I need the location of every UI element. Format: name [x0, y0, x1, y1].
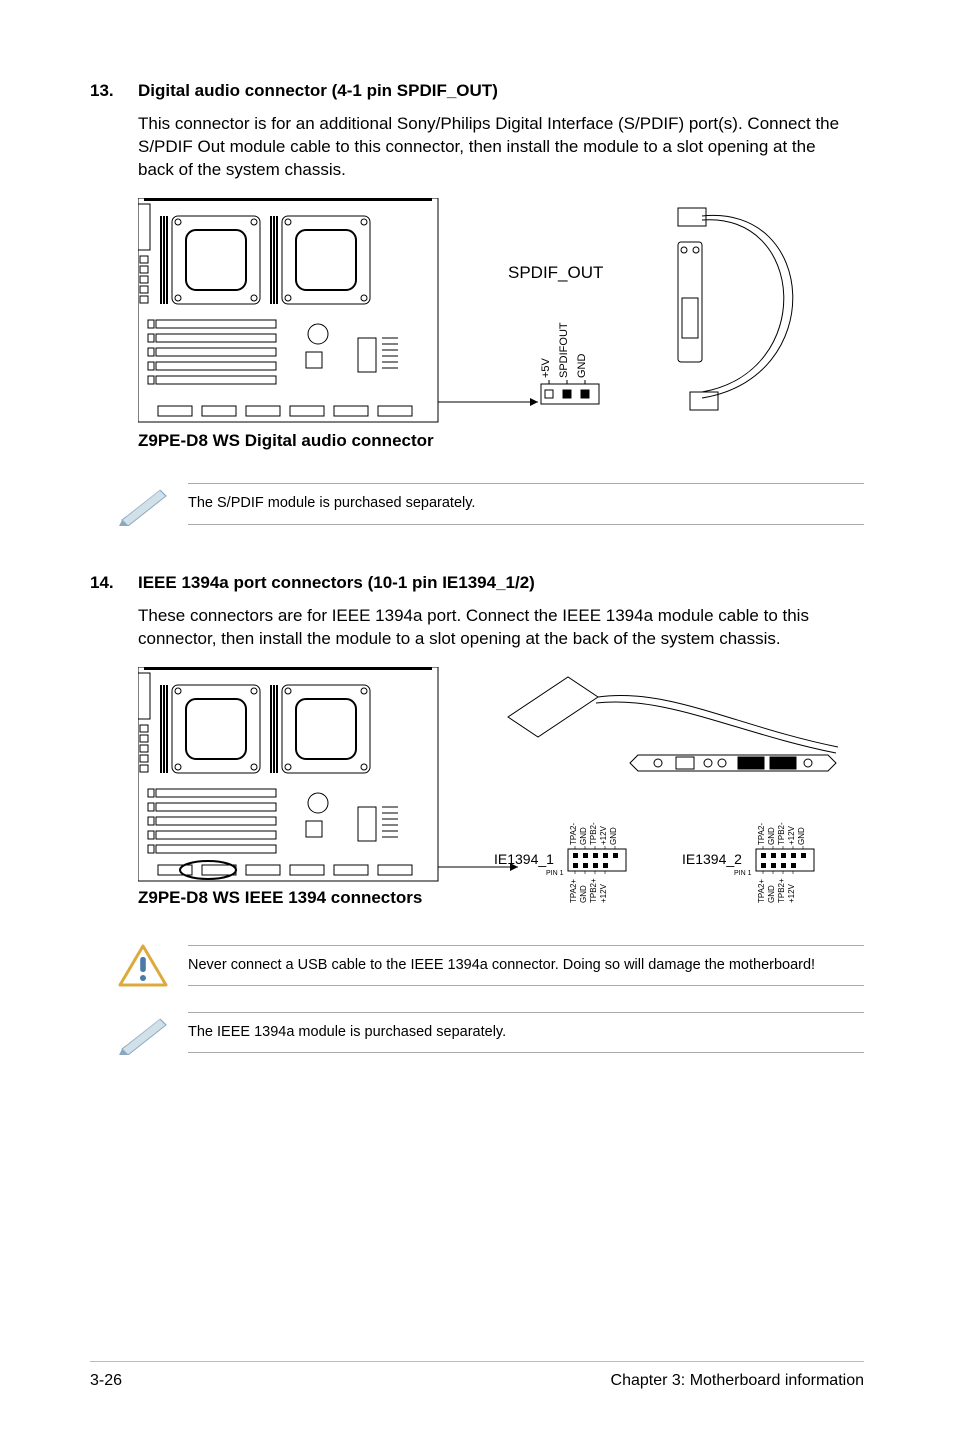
svg-text:TPA2-: TPA2- [757, 822, 766, 844]
svg-text:+5V: +5V [540, 357, 552, 378]
pencil-icon [116, 1011, 170, 1055]
svg-text:TPB2+: TPB2+ [589, 878, 598, 903]
svg-text:GND: GND [767, 885, 776, 903]
svg-text:SPDIFOUT: SPDIFOUT [558, 322, 570, 378]
page-footer: 3-26 Chapter 3: Motherboard information [90, 1361, 864, 1392]
svg-text:GND: GND [579, 885, 588, 903]
section-title: IEEE 1394a port connectors (10-1 pin IE1… [138, 572, 864, 595]
section-ieee1394: 14. IEEE 1394a port connectors (10-1 pin… [90, 572, 864, 1055]
note-row: The IEEE 1394a module is purchased separ… [116, 1011, 864, 1055]
section-body: This connector is for an additional Sony… [138, 113, 854, 182]
svg-text:+12V: +12V [599, 883, 608, 903]
section-number: 13. [90, 80, 138, 103]
svg-text:TPA2+: TPA2+ [757, 878, 766, 902]
svg-text:SPDIF_OUT: SPDIF_OUT [508, 263, 603, 282]
warning-text: Never connect a USB cable to the IEEE 13… [188, 945, 864, 987]
svg-text:+12V: +12V [599, 825, 608, 845]
svg-text:TPB2-: TPB2- [777, 822, 786, 845]
svg-text:TPA2+: TPA2+ [569, 878, 578, 902]
svg-text:PIN 1: PIN 1 [546, 870, 564, 877]
svg-text:GND: GND [767, 827, 776, 845]
note-text: The S/PDIF module is purchased separatel… [188, 483, 864, 525]
ieee1394-diagram: IE1394_1PIN 1TPA2-GNDTPB2-+12VGNDTPA2+GN… [138, 667, 864, 919]
pencil-icon [116, 482, 170, 526]
svg-text:Z9PE-D8 WS IEEE 1394 connector: Z9PE-D8 WS IEEE 1394 connectors [138, 888, 422, 907]
svg-text:+12V: +12V [787, 883, 796, 903]
chapter-title: Chapter 3: Motherboard information [611, 1370, 864, 1392]
svg-text:GND: GND [797, 827, 806, 845]
svg-text:PIN 1: PIN 1 [734, 870, 752, 877]
svg-text:TPB2+: TPB2+ [777, 878, 786, 903]
svg-text:IE1394_1: IE1394_1 [494, 851, 554, 867]
svg-text:+12V: +12V [787, 825, 796, 845]
svg-text:TPB2-: TPB2- [589, 822, 598, 845]
note-row: The S/PDIF module is purchased separatel… [116, 482, 864, 526]
svg-text:IE1394_2: IE1394_2 [682, 851, 742, 867]
section-body: These connectors are for IEEE 1394a port… [138, 605, 854, 651]
svg-text:Z9PE-D8 WS Digital audio conne: Z9PE-D8 WS Digital audio connector [138, 431, 434, 450]
warning-row: Never connect a USB cable to the IEEE 13… [116, 943, 864, 989]
section-digital-audio: 13. Digital audio connector (4-1 pin SPD… [90, 80, 864, 526]
svg-text:TPA2-: TPA2- [569, 822, 578, 844]
svg-text:GND: GND [579, 827, 588, 845]
digital-audio-diagram: SPDIF_OUT +5V SPDIFOUT GND Z9PE-D8 WS Digita… [138, 198, 864, 458]
svg-text:GND: GND [576, 353, 588, 378]
section-header: 14. IEEE 1394a port connectors (10-1 pin… [90, 572, 864, 595]
svg-text:GND: GND [609, 827, 618, 845]
page-number: 3-26 [90, 1370, 122, 1392]
warning-icon [116, 943, 170, 989]
section-header: 13. Digital audio connector (4-1 pin SPD… [90, 80, 864, 103]
note-text: The IEEE 1394a module is purchased separ… [188, 1012, 864, 1054]
section-number: 14. [90, 572, 138, 595]
section-title: Digital audio connector (4-1 pin SPDIF_O… [138, 80, 864, 103]
